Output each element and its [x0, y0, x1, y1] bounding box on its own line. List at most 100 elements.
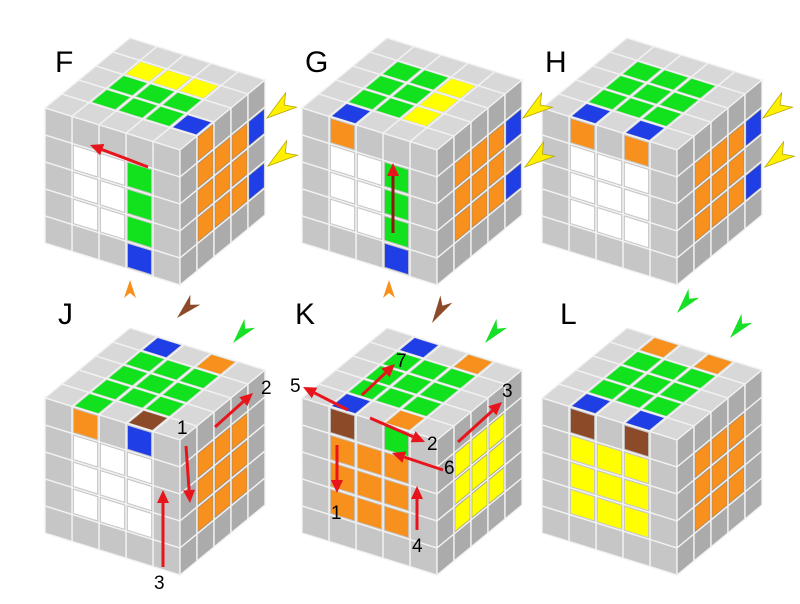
orange-sticker — [711, 190, 728, 229]
orange-sticker — [197, 354, 235, 374]
orange-sticker — [197, 204, 214, 243]
orange-sticker — [384, 479, 409, 511]
blue-sticker — [127, 425, 152, 457]
white-sticker — [73, 435, 98, 467]
brown-sticker — [330, 408, 355, 440]
orange-sticker — [488, 149, 505, 188]
green-sticker — [146, 396, 184, 416]
blue-sticker — [332, 104, 370, 124]
right-face — [676, 78, 763, 287]
step-label-k-5: 5 — [290, 376, 301, 397]
orange-sticker — [197, 440, 214, 479]
green-sticker — [146, 106, 184, 126]
orange-sticker — [214, 426, 231, 465]
white-sticker — [330, 199, 355, 231]
white-sticker — [100, 498, 125, 529]
white-sticker — [73, 462, 98, 494]
orange-sticker — [454, 177, 471, 216]
cubes-layer — [43, 37, 764, 577]
green-sticker — [650, 70, 688, 90]
orange-sticker — [711, 136, 728, 175]
orange-sticker — [711, 453, 728, 492]
orange-sticker — [728, 149, 745, 188]
orange-arrow-marker — [124, 280, 136, 298]
green-arrow-marker — [730, 313, 753, 338]
green-arrow-marker — [677, 288, 700, 313]
cubie-cell — [111, 327, 159, 352]
orange-sticker — [728, 176, 745, 215]
orange-sticker — [640, 338, 678, 358]
green-sticker — [126, 352, 164, 372]
cube-f — [43, 37, 267, 287]
white-sticker — [100, 208, 125, 239]
orange-sticker — [624, 135, 649, 167]
white-sticker — [624, 189, 649, 221]
orange-sticker — [728, 439, 745, 478]
orange-sticker — [488, 176, 505, 215]
green-sticker — [384, 189, 409, 221]
orange-sticker — [231, 439, 248, 478]
arrow-head — [411, 486, 423, 499]
cubie-cell — [541, 215, 570, 253]
white-sticker — [330, 145, 355, 177]
orange-sticker — [73, 408, 98, 440]
orange-sticker — [197, 177, 214, 216]
white-sticker — [127, 506, 152, 538]
green-sticker — [393, 374, 431, 394]
brown-arrow-marker — [177, 294, 201, 318]
green-sticker — [384, 216, 409, 248]
yellow-sticker — [454, 467, 471, 506]
yellow-sticker — [471, 480, 488, 519]
arrow-shaft — [101, 148, 149, 169]
green-sticker — [163, 92, 201, 112]
green-sticker — [410, 360, 448, 380]
white-sticker — [570, 199, 595, 231]
orange-sticker — [357, 471, 382, 502]
orange-sticker — [471, 136, 488, 175]
step-arrow-k-3 — [456, 402, 502, 444]
cubie-cell — [504, 476, 523, 521]
step-label-k-7: 7 — [396, 351, 407, 372]
orange-sticker — [357, 498, 382, 529]
arrow-shaft — [213, 400, 245, 429]
green-arrow-marker — [485, 318, 508, 343]
step-label-j-3: 3 — [154, 573, 165, 594]
orange-sticker — [231, 412, 248, 451]
white-sticker — [127, 479, 152, 511]
yellow-sticker — [153, 70, 191, 90]
green-sticker — [677, 78, 715, 98]
green-sticker — [606, 366, 644, 386]
front-face — [541, 107, 678, 286]
right-face — [436, 368, 523, 577]
cubie-cell — [744, 476, 763, 521]
brown-sticker — [129, 410, 167, 430]
blue-sticker — [745, 108, 762, 147]
yellow-sticker — [570, 462, 595, 494]
white-sticker — [570, 145, 595, 177]
orange-sticker — [231, 122, 248, 161]
green-sticker — [127, 216, 152, 248]
green-sticker — [393, 84, 431, 104]
yellow-sticker — [624, 479, 649, 511]
yellow-sticker — [488, 439, 505, 478]
step-label-j-1: 1 — [177, 418, 188, 439]
orange-sticker — [214, 480, 231, 519]
green-sticker — [643, 396, 681, 416]
green-sticker — [437, 368, 475, 388]
step-arrow-k-1 — [331, 445, 343, 493]
step-arrow-j-3 — [157, 490, 169, 567]
blue-sticker — [400, 338, 438, 358]
orange-sticker — [384, 506, 409, 538]
green-sticker — [119, 98, 157, 118]
green-arrow-marker — [233, 318, 256, 343]
cube-label-l: L — [560, 298, 577, 331]
blue-sticker — [127, 243, 152, 275]
cube-j — [43, 327, 267, 577]
green-sticker — [376, 98, 414, 118]
arrow-shaft — [184, 445, 191, 491]
blue-sticker — [505, 162, 522, 201]
arrow-head — [239, 393, 253, 407]
arrow-shaft — [369, 416, 414, 439]
orange-sticker — [214, 163, 231, 202]
green-sticker — [410, 70, 448, 90]
